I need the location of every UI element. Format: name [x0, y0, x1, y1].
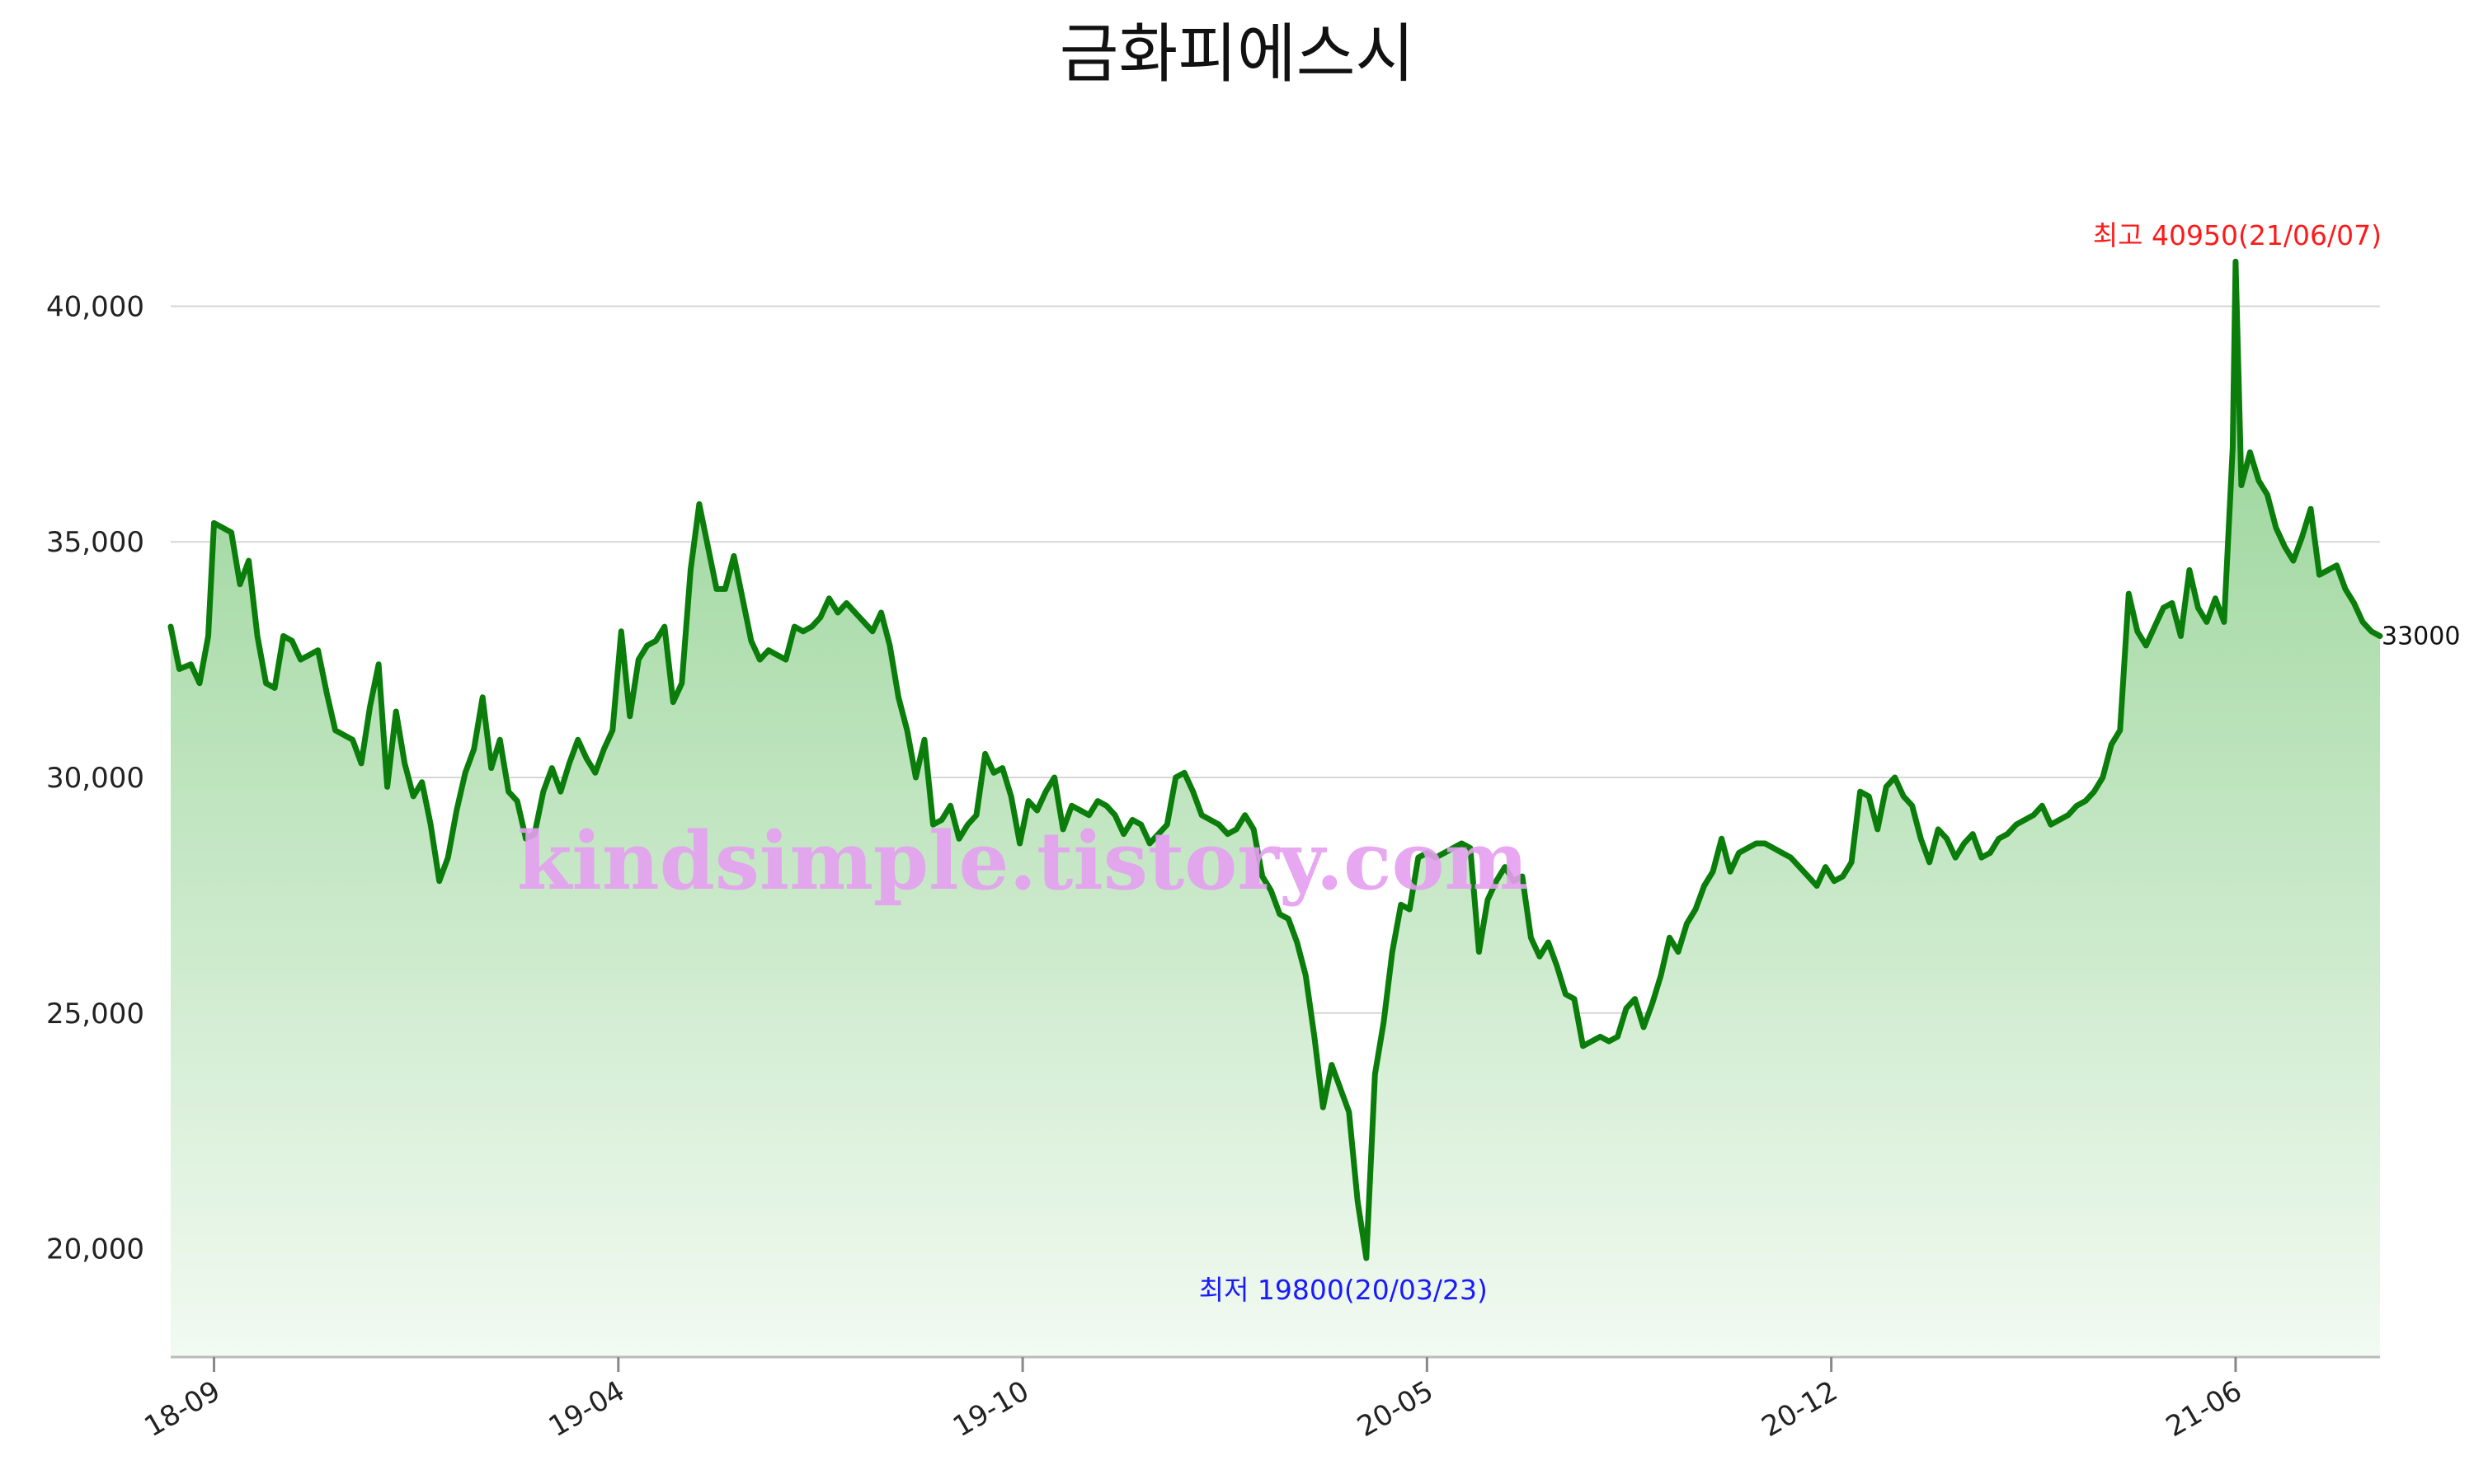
y-axis-ticks: 20,000 25,000 30,000 35,000 40,000: [46, 290, 144, 1266]
chart-title: 금화피에스시: [1060, 17, 1415, 92]
area-fill-shape: [171, 261, 2380, 1358]
x-tick-label: 18-09: [139, 1374, 226, 1444]
y-tick-label: 40,000: [46, 290, 144, 323]
last-price-label: 33000: [2382, 622, 2460, 651]
x-tick-label: 20-05: [1352, 1374, 1439, 1444]
price-line-path: [167, 258, 2383, 1261]
x-tick-label: 20-12: [1757, 1374, 1844, 1444]
area-fill: [171, 261, 2380, 1358]
x-tick-label: 19-04: [543, 1374, 631, 1444]
y-tick-label: 20,000: [46, 1233, 144, 1266]
watermark: kindsimple.tistory.com: [517, 815, 1528, 908]
x-axis-ticks: 18-09 19-04 19-10 20-05 20-12 21-06: [139, 1357, 2247, 1444]
price-line: [167, 258, 2383, 1261]
y-tick-label: 35,000: [46, 526, 144, 559]
lowest-price-annotation: 최저 19800(20/03/23): [1199, 1274, 1488, 1306]
x-tick-label: 21-06: [2161, 1374, 2248, 1444]
highest-price-annotation: 최고 40950(21/06/07): [2093, 219, 2382, 251]
y-tick-label: 25,000: [46, 998, 144, 1031]
x-tick-label: 19-10: [948, 1374, 1035, 1444]
y-tick-label: 30,000: [46, 762, 144, 795]
